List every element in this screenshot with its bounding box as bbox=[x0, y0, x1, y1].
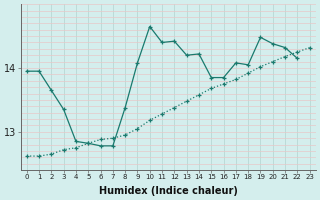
X-axis label: Humidex (Indice chaleur): Humidex (Indice chaleur) bbox=[99, 186, 238, 196]
